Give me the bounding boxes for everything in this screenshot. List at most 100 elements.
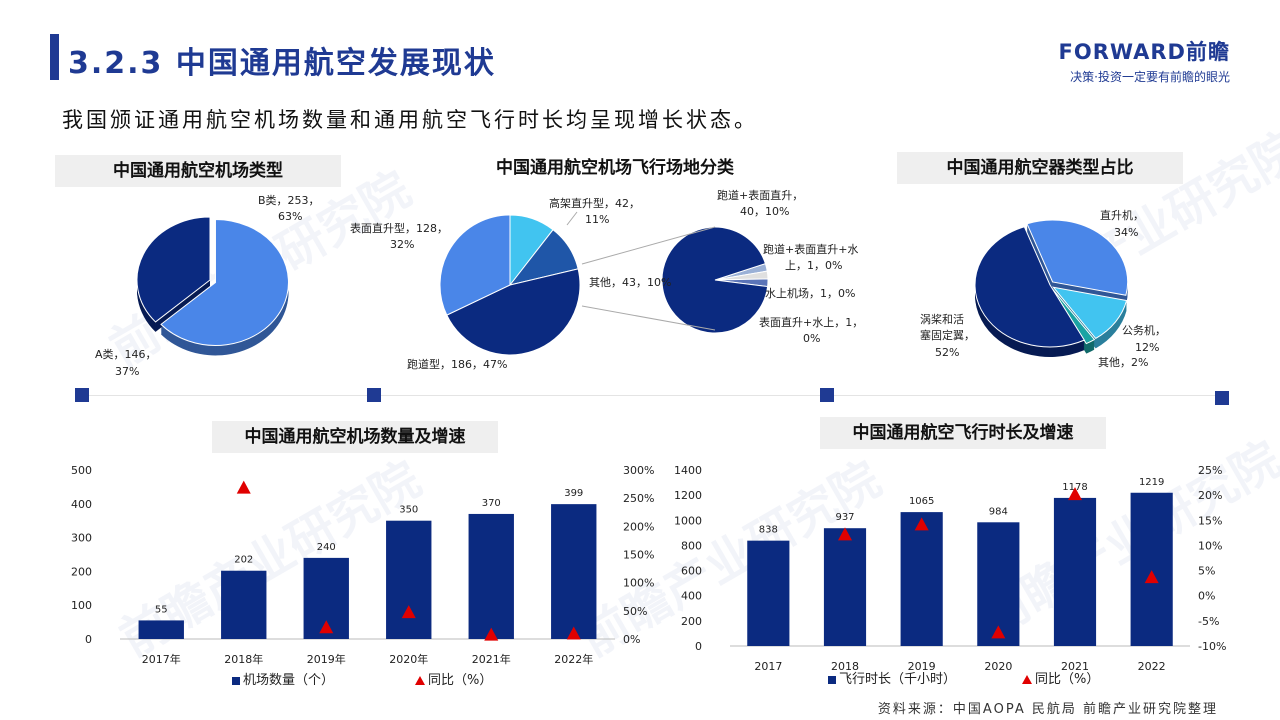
slice-label-b: B类，253， xyxy=(258,193,320,207)
divider-marker xyxy=(367,388,381,402)
y2-tick-label: 150% xyxy=(623,549,654,562)
bar xyxy=(1053,497,1097,646)
legend-label: 同比（%） xyxy=(1035,672,1100,687)
y-tick-label: 600 xyxy=(681,565,702,578)
y-tick-label: 300 xyxy=(71,532,92,545)
bar xyxy=(747,540,790,646)
bar-chart-airport-count: 0 100 200 300 400 500 0% 50% 100% 150% 200% 250% 300… xyxy=(71,464,654,666)
slice-label-heli-pct: 34% xyxy=(1114,226,1138,239)
x-tick-label: 2019 xyxy=(908,660,936,670)
bar-value-label: 984 xyxy=(989,506,1008,517)
legend-item-bar: 机场数量（个） xyxy=(232,669,334,688)
bar-value-label: 55 xyxy=(155,604,168,615)
pie-aircraft-type: 直升机， 34% 涡桨和活 塞固定翼， 52% 公务机， 12% 其他，2% xyxy=(920,208,1166,369)
pie-slice-heli xyxy=(1026,219,1129,296)
legend-swatch xyxy=(415,676,425,685)
y2-tick-label: 15% xyxy=(1198,514,1222,527)
sub-label-1: 跑道+表面直升， xyxy=(717,188,803,202)
pie-slices xyxy=(974,219,1129,348)
sub-label-2-value: 上，1，0% xyxy=(785,259,842,272)
y-tick-label: 1400 xyxy=(674,464,702,477)
chart-title-airport-type: 中国通用航空机场类型 xyxy=(55,155,341,187)
page-title: 3.2.3 中国通用航空发展现状 xyxy=(68,46,496,81)
y-tick-label: 100 xyxy=(71,599,92,612)
bar-value-label: 1219 xyxy=(1139,477,1164,488)
y2-tick-label: 20% xyxy=(1198,489,1222,502)
slice-label-elevated-pct: 11% xyxy=(585,213,609,226)
y2-tick-label: 5% xyxy=(1198,565,1215,578)
bar xyxy=(468,513,514,639)
pie-slice-biz xyxy=(1052,286,1128,340)
sub-label-3: 水上机场，1，0% xyxy=(765,286,855,300)
slice-label-elevated: 高架直升型，42， xyxy=(549,196,640,210)
x-tick-label: 2017 xyxy=(754,660,782,670)
legend-label: 飞行时长（千小时） xyxy=(839,672,957,687)
y-tick-label: 0 xyxy=(695,640,702,653)
source-note: 资料来源：中国AOPA 民航局 前瞻产业研究院整理 xyxy=(877,702,1218,717)
bar xyxy=(977,522,1020,646)
y-tick-label: 1200 xyxy=(674,489,702,502)
y2-tick-label: -5% xyxy=(1198,615,1219,628)
growth-marker xyxy=(838,527,852,541)
bar-value-label: 202 xyxy=(234,555,253,566)
pie-slice-fixed xyxy=(974,226,1086,348)
sub-label-2: 跑道+表面直升+水 xyxy=(763,242,858,256)
slice-label-surface-pct: 32% xyxy=(390,238,414,251)
x-tick-label: 2019年 xyxy=(307,652,346,666)
x-tick-label: 2022年 xyxy=(554,652,593,666)
y2-tick-label: 0% xyxy=(1198,590,1215,603)
growth-marker xyxy=(236,480,251,494)
bar xyxy=(823,528,867,646)
y2-tick-label: 0% xyxy=(623,633,640,646)
bar-value-label: 1065 xyxy=(909,496,934,507)
y-tick-label: 400 xyxy=(681,590,702,603)
growth-marker xyxy=(1068,487,1082,501)
divider-marker xyxy=(820,388,834,402)
growth-marker xyxy=(566,626,581,640)
pie-slice-other xyxy=(1051,288,1096,345)
slice-label-surface: 表面直升型，128， xyxy=(350,221,448,235)
slice-label-a-pct: 37% xyxy=(115,365,139,378)
slice-label-fixed: 涡桨和活 xyxy=(920,312,964,326)
brand-name: FORWARD前瞻 xyxy=(1058,40,1230,64)
x-tick-label: 2020年 xyxy=(389,652,428,666)
bar-value-label: 350 xyxy=(399,505,418,516)
y2-tick-label: -10% xyxy=(1198,640,1226,653)
bar xyxy=(551,504,597,639)
legend-item-marker: 同比（%） xyxy=(415,669,492,688)
growth-marker xyxy=(914,517,929,531)
bar-value-label: 370 xyxy=(482,498,501,509)
x-tick-label: 2018 xyxy=(831,660,859,670)
connector-line xyxy=(581,226,716,265)
pie-slices xyxy=(136,216,289,346)
pie-slice-sub1 xyxy=(661,226,769,334)
chart-title-aircraft-type: 中国通用航空器类型占比 xyxy=(897,152,1183,184)
pie-slice-surface xyxy=(439,214,511,316)
brand-logo: FORWARD前瞻 决策·投资一定要有前瞻的眼光 xyxy=(1059,36,1230,85)
x-tick-label: 2020 xyxy=(984,660,1012,670)
x-tick-label: 2021 xyxy=(1061,660,1089,670)
chart-title-airfield-classification: 中国通用航空机场飞行场地分类 xyxy=(455,152,775,184)
slice-label-b-pct: 63% xyxy=(278,210,302,223)
leader-line xyxy=(566,211,578,226)
x-tick-label: 2022 xyxy=(1138,660,1166,670)
growth-marker xyxy=(991,625,1006,639)
pie-slice-a xyxy=(136,216,211,323)
slice-label-a: A类，146， xyxy=(95,347,157,361)
slice-label-other: 其他，43，10% xyxy=(589,276,671,289)
chart-title-airport-count: 中国通用航空机场数量及增速 xyxy=(212,421,498,453)
chart-title-flight-hours: 中国通用航空飞行时长及增速 xyxy=(820,417,1106,449)
slice-label-fixed-pct: 52% xyxy=(935,346,959,359)
growth-marker xyxy=(484,627,499,641)
x-tick-label: 2021年 xyxy=(472,652,511,666)
y2-tick-label: 25% xyxy=(1198,464,1222,477)
legend-item-bar: 飞行时长（千小时） xyxy=(828,668,956,687)
brand-slogan: 决策·投资一定要有前瞻的眼光 xyxy=(1070,70,1230,84)
legend-label: 同比（%） xyxy=(428,673,493,688)
y-tick-label: 0 xyxy=(85,633,92,646)
y-tick-label: 400 xyxy=(71,498,92,511)
bar xyxy=(1130,492,1173,646)
legend-swatch xyxy=(232,676,240,685)
x-tick-label: 2018年 xyxy=(224,652,263,666)
slice-label-biz: 公务机， xyxy=(1122,323,1166,337)
